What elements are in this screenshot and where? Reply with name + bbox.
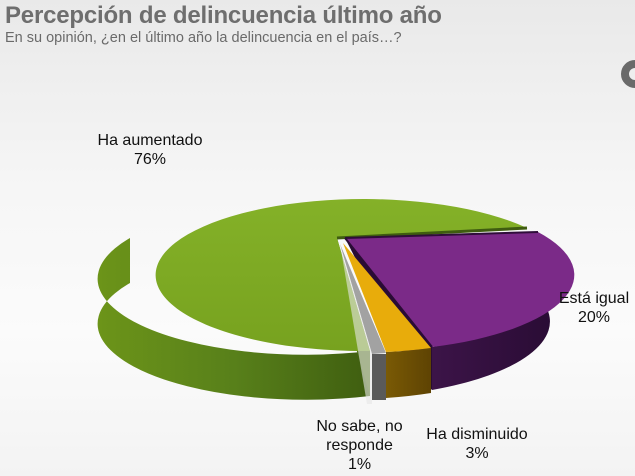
label-name-line1: No sabe, no [316,418,403,435]
label-name: Está igual [558,290,630,307]
label-value: 1% [347,456,372,473]
chart-title: Percepción de delincuencia último año [5,2,442,29]
label-name: Ha disminuido [426,426,528,443]
label-value: 3% [465,445,489,462]
label-name: Ha aumentado [97,132,203,149]
label-esta-igual: Está igual 20% [548,289,635,327]
label-name-line2: responde [326,437,393,454]
label-ha-disminuido: Ha disminuido 3% [412,425,542,463]
label-value: 76% [133,151,167,168]
label-value: 20% [577,309,611,326]
slice-ha-disminuido[interactable] [343,243,431,398]
logo-fragment-icon [621,60,635,88]
label-ha-aumentado: Ha aumentado 76% [70,131,230,169]
slice-no-sabe-no-responde[interactable] [340,244,386,404]
label-no-sabe-no-responde: No sabe, no responde 1% [302,417,417,474]
chart-subtitle: En su opinión, ¿en el último año la deli… [5,30,402,46]
